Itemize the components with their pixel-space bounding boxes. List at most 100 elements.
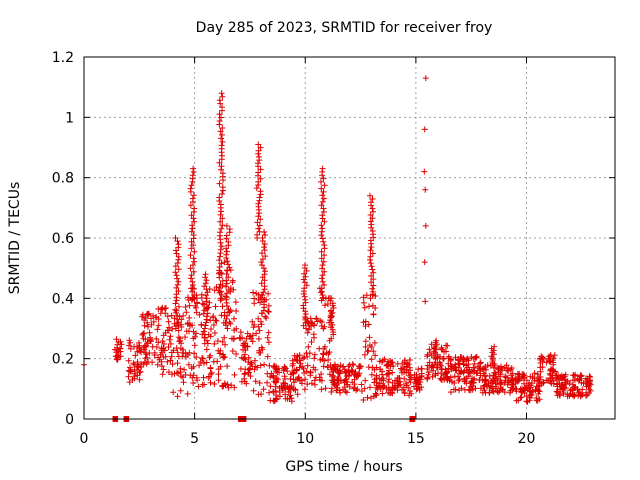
data-point — [368, 199, 374, 206]
data-point — [218, 135, 225, 142]
data-point — [384, 371, 391, 377]
data-point — [213, 317, 220, 324]
data-point — [225, 306, 232, 313]
data-point — [225, 261, 232, 268]
data-point — [216, 111, 223, 118]
data-point — [250, 324, 257, 331]
data-point — [580, 380, 587, 387]
data-point — [319, 192, 326, 199]
data-point — [187, 185, 194, 192]
data-point — [328, 385, 335, 392]
data-point — [165, 344, 172, 350]
data-point — [190, 168, 197, 175]
data-point — [231, 384, 238, 391]
data-point — [257, 175, 264, 182]
data-point — [126, 342, 132, 349]
data-point — [440, 356, 447, 362]
data-point — [389, 386, 396, 393]
data-point — [505, 365, 512, 372]
data-point — [362, 338, 369, 345]
data-point — [328, 389, 335, 395]
data-point — [188, 245, 195, 252]
data-point — [189, 222, 196, 229]
data-point — [577, 390, 584, 397]
data-point — [289, 369, 296, 376]
data-point — [173, 250, 180, 257]
data-point — [223, 315, 230, 322]
data-point — [155, 322, 162, 329]
data-point — [158, 345, 165, 352]
data-point — [320, 195, 327, 202]
data-point — [387, 390, 394, 396]
y-tick-label: 0.8 — [52, 171, 74, 187]
data-point — [190, 380, 197, 386]
data-point — [204, 289, 211, 296]
data-point — [215, 377, 222, 384]
data-point — [415, 366, 422, 373]
data-point — [370, 282, 377, 289]
data-point — [180, 379, 187, 386]
data-point — [349, 368, 356, 375]
data-point — [549, 374, 556, 381]
data-point — [367, 192, 373, 199]
data-point — [217, 281, 224, 288]
data-point — [175, 278, 182, 285]
data-point — [547, 353, 554, 360]
data-point — [570, 372, 577, 379]
data-point — [255, 178, 262, 185]
data-point — [369, 302, 376, 309]
data-point — [250, 289, 256, 296]
data-point — [304, 353, 311, 360]
data-point — [376, 358, 383, 365]
data-point — [201, 381, 208, 388]
data-point — [537, 356, 544, 363]
data-point — [523, 393, 530, 400]
data-point — [223, 232, 230, 239]
data-point — [373, 379, 380, 386]
data-point — [200, 328, 207, 335]
data-point — [256, 380, 263, 386]
data-point — [169, 361, 176, 368]
data-point — [337, 389, 344, 396]
data-point — [370, 269, 377, 276]
data-point — [265, 308, 271, 315]
data-point — [537, 364, 544, 371]
data-point — [190, 363, 197, 370]
data-point — [287, 375, 294, 382]
data-point — [369, 266, 376, 273]
data-point — [202, 280, 209, 287]
data-point — [522, 384, 529, 391]
data-point — [292, 386, 299, 393]
data-point — [490, 388, 497, 395]
data-point — [255, 315, 262, 322]
data-point — [194, 299, 201, 306]
data-point — [141, 343, 148, 349]
data-point — [360, 299, 367, 306]
data-point — [262, 268, 268, 275]
data-point — [379, 371, 386, 378]
data-point — [223, 280, 230, 287]
data-point — [422, 298, 429, 305]
data-point — [428, 341, 435, 348]
data-point — [321, 282, 328, 288]
data-point — [343, 389, 350, 396]
data-point — [217, 295, 224, 302]
data-point — [224, 325, 231, 332]
data-point — [411, 383, 417, 390]
data-point — [129, 377, 136, 383]
data-point — [491, 343, 498, 350]
data-point — [207, 371, 214, 378]
data-point — [510, 385, 517, 392]
data-point — [159, 338, 166, 345]
data-point — [421, 168, 428, 175]
data-point — [488, 384, 495, 391]
data-point — [326, 371, 333, 378]
data-point — [216, 97, 223, 104]
data-point — [435, 370, 441, 377]
axis-ticks — [83, 56, 615, 420]
data-point — [360, 294, 367, 301]
data-point — [514, 370, 521, 377]
data-point — [319, 278, 326, 285]
data-point — [127, 364, 133, 371]
data-point — [368, 263, 375, 270]
